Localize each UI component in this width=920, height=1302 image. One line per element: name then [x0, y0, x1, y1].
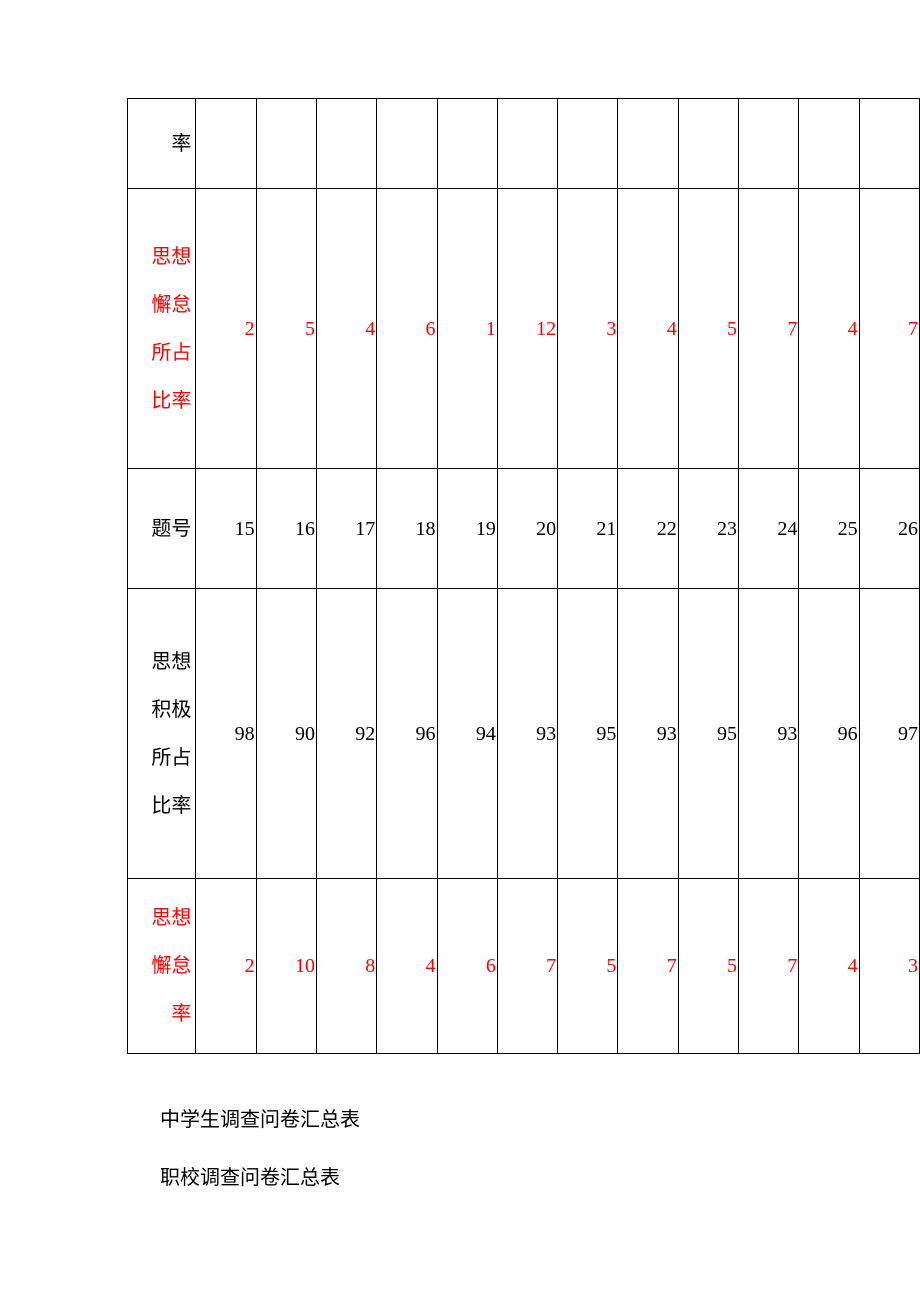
cell-slack-ratio-1: 5 — [256, 189, 316, 469]
cell-active-6: 95 — [558, 589, 618, 879]
cell-question-7: 22 — [618, 469, 678, 589]
cell-active-8: 95 — [678, 589, 738, 879]
row-rate: 率 — [128, 99, 920, 189]
cell-question-8: 23 — [678, 469, 738, 589]
cell-slack-rate-2: 8 — [316, 879, 376, 1054]
cell-active-0: 98 — [196, 589, 256, 879]
cell-slack-rate-3: 4 — [377, 879, 437, 1054]
cell-active-10: 96 — [799, 589, 859, 879]
cell-slack-rate-8: 5 — [678, 879, 738, 1054]
row-label-thought-slack-ratio: 思想懈怠所占比率 — [128, 189, 196, 469]
row-question-number: 题号 15 16 17 18 19 20 21 22 23 24 25 26 — [128, 469, 920, 589]
row-label-question-number: 题号 — [128, 469, 196, 589]
survey-table-container: 率 思想懈怠所占比率 2 5 4 6 1 12 3 4 5 7 4 — [127, 98, 920, 1054]
cell-active-1: 90 — [256, 589, 316, 879]
caption-vocational-school: 职校调查问卷汇总表 — [160, 1163, 360, 1193]
cell-slack-rate-4: 6 — [437, 879, 497, 1054]
cell-slack-ratio-0: 2 — [196, 189, 256, 469]
survey-table: 率 思想懈怠所占比率 2 5 4 6 1 12 3 4 5 7 4 — [127, 98, 920, 1054]
row-thought-slack-ratio: 思想懈怠所占比率 2 5 4 6 1 12 3 4 5 7 4 7 — [128, 189, 920, 469]
row-thought-slack-rate: 思想懈怠率 2 10 8 4 6 7 5 7 5 7 4 3 — [128, 879, 920, 1054]
cell-rate-3 — [377, 99, 437, 189]
cell-slack-ratio-5: 12 — [497, 189, 557, 469]
cell-slack-rate-9: 7 — [739, 879, 799, 1054]
cell-question-5: 20 — [497, 469, 557, 589]
captions-container: 中学生调查问卷汇总表 职校调查问卷汇总表 — [160, 1105, 360, 1221]
cell-rate-11 — [859, 99, 919, 189]
cell-slack-ratio-6: 3 — [558, 189, 618, 469]
cell-rate-5 — [497, 99, 557, 189]
cell-rate-4 — [437, 99, 497, 189]
cell-rate-7 — [618, 99, 678, 189]
cell-question-1: 16 — [256, 469, 316, 589]
cell-slack-rate-5: 7 — [497, 879, 557, 1054]
cell-rate-10 — [799, 99, 859, 189]
cell-rate-2 — [316, 99, 376, 189]
row-label-thought-slack-rate: 思想懈怠率 — [128, 879, 196, 1054]
cell-slack-ratio-2: 4 — [316, 189, 376, 469]
cell-rate-8 — [678, 99, 738, 189]
cell-question-10: 25 — [799, 469, 859, 589]
cell-slack-rate-1: 10 — [256, 879, 316, 1054]
row-label-rate: 率 — [128, 99, 196, 189]
cell-question-4: 19 — [437, 469, 497, 589]
cell-slack-ratio-7: 4 — [618, 189, 678, 469]
cell-rate-6 — [558, 99, 618, 189]
cell-rate-0 — [196, 99, 256, 189]
row-thought-active-ratio: 思想积极所占比率 98 90 92 96 94 93 95 93 95 93 9… — [128, 589, 920, 879]
cell-slack-ratio-10: 4 — [799, 189, 859, 469]
cell-active-9: 93 — [739, 589, 799, 879]
row-label-thought-active-ratio: 思想积极所占比率 — [128, 589, 196, 879]
cell-active-4: 94 — [437, 589, 497, 879]
cell-active-11: 97 — [859, 589, 919, 879]
caption-middle-school: 中学生调查问卷汇总表 — [160, 1105, 360, 1135]
cell-slack-rate-7: 7 — [618, 879, 678, 1054]
cell-question-6: 21 — [558, 469, 618, 589]
cell-question-3: 18 — [377, 469, 437, 589]
cell-slack-rate-10: 4 — [799, 879, 859, 1054]
cell-active-7: 93 — [618, 589, 678, 879]
cell-slack-ratio-8: 5 — [678, 189, 738, 469]
cell-rate-1 — [256, 99, 316, 189]
cell-slack-rate-11: 3 — [859, 879, 919, 1054]
cell-active-3: 96 — [377, 589, 437, 879]
cell-question-11: 26 — [859, 469, 919, 589]
cell-question-2: 17 — [316, 469, 376, 589]
cell-slack-ratio-3: 6 — [377, 189, 437, 469]
cell-slack-ratio-11: 7 — [859, 189, 919, 469]
cell-slack-rate-0: 2 — [196, 879, 256, 1054]
cell-slack-ratio-9: 7 — [739, 189, 799, 469]
cell-active-2: 92 — [316, 589, 376, 879]
cell-slack-ratio-4: 1 — [437, 189, 497, 469]
cell-question-0: 15 — [196, 469, 256, 589]
cell-slack-rate-6: 5 — [558, 879, 618, 1054]
cell-active-5: 93 — [497, 589, 557, 879]
cell-rate-9 — [739, 99, 799, 189]
cell-question-9: 24 — [739, 469, 799, 589]
